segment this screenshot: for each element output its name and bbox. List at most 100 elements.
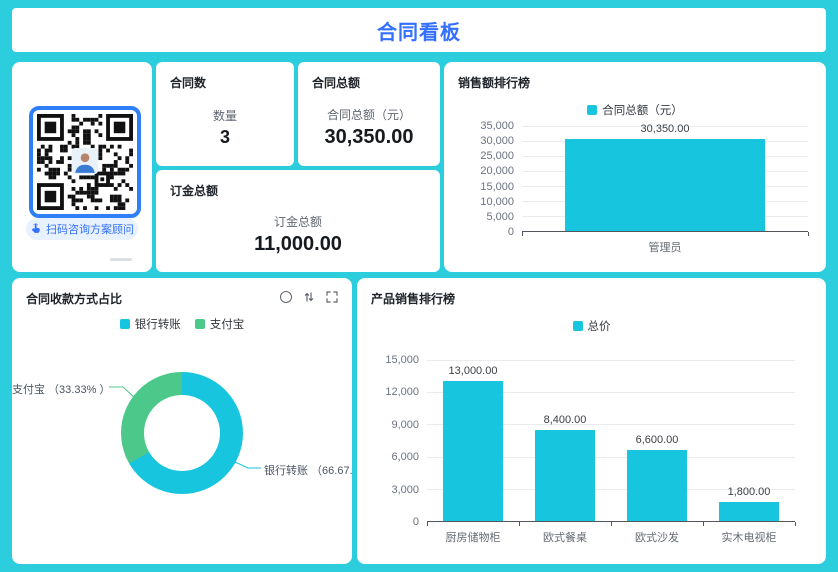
person-avatar-icon <box>72 148 98 174</box>
panel-title: 合同收款方式占比 <box>26 292 123 306</box>
qr-code-image <box>37 114 133 210</box>
page-title: 合同看板 <box>377 21 461 44</box>
gridline <box>427 489 795 491</box>
axis-tick <box>610 522 612 526</box>
metric-label: 合同总额（元） <box>326 107 411 122</box>
y-tick-label: 0 <box>412 516 419 528</box>
x-category-label: 厨房储物柜 <box>445 532 501 544</box>
metric-card-contract-count: 合同数 数量 3 <box>156 62 294 166</box>
bar-实木电视柜[interactable] <box>719 501 779 521</box>
metric-card-deposit-total: 订金总额 订金总额 11,000.00 <box>156 170 440 272</box>
y-tick-label: 30,000 <box>480 135 514 148</box>
chart-legend: 银行转账 支付宝 <box>12 316 352 332</box>
x-category-label: 欧式餐桌 <box>543 532 587 544</box>
y-tick-label: 12,000 <box>385 386 419 399</box>
y-tick-label: 9,000 <box>391 418 419 431</box>
axis-tick <box>521 232 523 236</box>
gridline <box>427 359 795 361</box>
bar-value-label: 6,600.00 <box>635 433 679 446</box>
qr-code <box>29 106 141 218</box>
x-category-label: 管理员 <box>648 242 682 254</box>
legend-swatch-icon <box>194 319 205 329</box>
y-tick-label: 6,000 <box>391 451 419 464</box>
legend-swatch-icon <box>587 105 598 115</box>
y-tick-label: 3,000 <box>391 483 419 496</box>
x-axis-line <box>522 231 808 232</box>
donut-label-alipay: 支付宝 （33.33% ） <box>12 384 111 396</box>
metric-label: 订金总额 <box>273 214 322 229</box>
fullscreen-icon[interactable] <box>325 290 338 303</box>
pointer-hand-icon <box>30 223 42 235</box>
y-tick-label: 15,000 <box>480 180 514 193</box>
axis-tick <box>702 522 704 526</box>
refresh-icon[interactable] <box>279 290 292 303</box>
axis-tick <box>518 522 520 526</box>
bar-欧式餐桌[interactable] <box>535 430 595 521</box>
legend-swatch-icon <box>119 319 130 329</box>
axis-tick <box>807 232 809 236</box>
axis-tick <box>794 522 796 526</box>
donut-chart[interactable] <box>121 372 243 494</box>
metric-body: 合同总额（元） 30,350.00 <box>298 94 440 160</box>
legend-item[interactable]: 总价 <box>572 318 611 334</box>
scan-consult-label: 扫码咨询方案顾问 <box>46 224 134 236</box>
y-tick-label: 5,000 <box>486 210 514 223</box>
metric-card-contract-total: 合同总额 合同总额（元） 30,350.00 <box>298 62 440 166</box>
bar-欧式沙发[interactable] <box>627 449 687 521</box>
x-category-label: 实木电视柜 <box>721 532 777 544</box>
sales-rank-panel: 销售额排行榜 合同总额（元） 0 5,000 10,000 15,000 20,000 2… <box>444 62 826 272</box>
y-tick-label: 10,000 <box>480 195 514 208</box>
donut-label-bank-transfer: 银行转账 （66.67... <box>264 465 352 477</box>
legend-item[interactable]: 银行转账 <box>119 316 181 332</box>
y-tick-label: 35,000 <box>480 120 514 132</box>
bar-value-label: 1,800.00 <box>727 485 771 498</box>
donut-hole <box>144 395 220 471</box>
metric-value: 3 <box>219 126 230 147</box>
panel-toolbar <box>279 290 338 303</box>
dashboard-header: 合同看板 <box>12 8 826 52</box>
y-tick-label: 25,000 <box>480 150 514 163</box>
chart-legend: 总价 <box>357 318 826 334</box>
sort-icon[interactable] <box>302 290 315 303</box>
scroll-dash <box>110 258 132 261</box>
payment-share-panel: 合同收款方式占比 银行转账 支付宝 支付宝 （33.33% ） 银行 <box>12 278 352 564</box>
y-tick-label: 15,000 <box>385 354 419 366</box>
chart-legend: 合同总额（元） <box>444 102 826 118</box>
metric-value: 30,350.00 <box>324 125 414 148</box>
bar-厨房储物柜[interactable] <box>443 380 503 521</box>
metric-body: 订金总额 11,000.00 <box>156 202 440 266</box>
metric-title: 合同总额 <box>312 76 361 90</box>
metric-title: 合同数 <box>170 76 207 90</box>
gridline <box>522 125 808 127</box>
gridline <box>427 456 795 458</box>
panel-title: 销售额排行榜 <box>458 76 531 90</box>
gridline <box>427 424 795 426</box>
gridline <box>427 391 795 393</box>
panel-title: 产品销售排行榜 <box>371 292 456 306</box>
legend-item[interactable]: 合同总额（元） <box>587 102 683 118</box>
product-rank-plot: 0 3,000 6,000 9,000 12,000 15,000 13,000.00 厨房储… <box>385 354 796 544</box>
legend-label: 支付宝 <box>209 319 245 331</box>
avatar <box>72 148 98 174</box>
y-tick-label: 0 <box>507 226 514 238</box>
legend-label: 银行转账 <box>134 319 181 331</box>
scan-consult-button[interactable]: 扫码咨询方案顾问 <box>26 218 138 240</box>
qr-panel: 扫码咨询方案顾问 <box>12 62 152 272</box>
sales-rank-plot: 0 5,000 10,000 15,000 20,000 25,000 30,000 35,0… <box>480 120 809 254</box>
x-axis-line <box>427 521 795 522</box>
metric-value: 11,000.00 <box>254 232 342 255</box>
bar-管理员[interactable] <box>564 139 766 231</box>
bar-value-label: 30,350.00 <box>640 123 690 136</box>
metric-body: 数量 3 <box>156 94 294 160</box>
legend-label: 总价 <box>587 321 611 333</box>
x-category-label: 欧式沙发 <box>635 532 679 544</box>
bar-value-label: 13,000.00 <box>448 364 498 377</box>
bar-value-label: 8,400.00 <box>543 414 587 427</box>
metric-title: 订金总额 <box>170 184 219 198</box>
legend-item[interactable]: 支付宝 <box>194 316 245 332</box>
legend-swatch-icon <box>572 321 583 331</box>
metric-label: 数量 <box>212 108 237 123</box>
legend-label: 合同总额（元） <box>602 105 683 117</box>
y-tick-label: 20,000 <box>480 165 514 178</box>
